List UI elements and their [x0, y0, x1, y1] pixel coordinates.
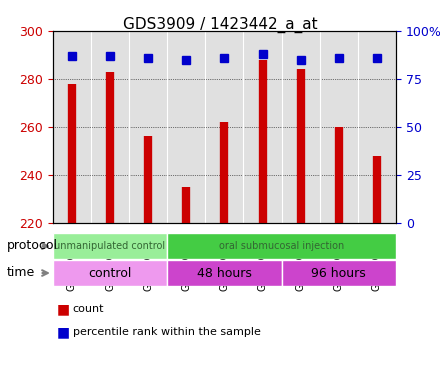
Text: percentile rank within the sample: percentile rank within the sample	[73, 327, 260, 337]
Bar	[53, 233, 167, 259]
Text: time: time	[7, 266, 35, 279]
Text: ■: ■	[57, 302, 70, 316]
Text: unmanipulated control: unmanipulated control	[55, 241, 165, 251]
Text: 96 hours: 96 hours	[312, 266, 366, 280]
Text: count: count	[73, 304, 104, 314]
Text: ■: ■	[57, 325, 70, 339]
Text: GDS3909 / 1423442_a_at: GDS3909 / 1423442_a_at	[123, 17, 317, 33]
Bar	[167, 260, 282, 286]
Bar	[282, 260, 396, 286]
Text: 48 hours: 48 hours	[197, 266, 252, 280]
Text: protocol: protocol	[7, 239, 58, 252]
Bar	[53, 260, 167, 286]
Text: oral submucosal injection: oral submucosal injection	[219, 241, 344, 251]
Text: control: control	[88, 266, 132, 280]
Bar	[167, 233, 396, 259]
